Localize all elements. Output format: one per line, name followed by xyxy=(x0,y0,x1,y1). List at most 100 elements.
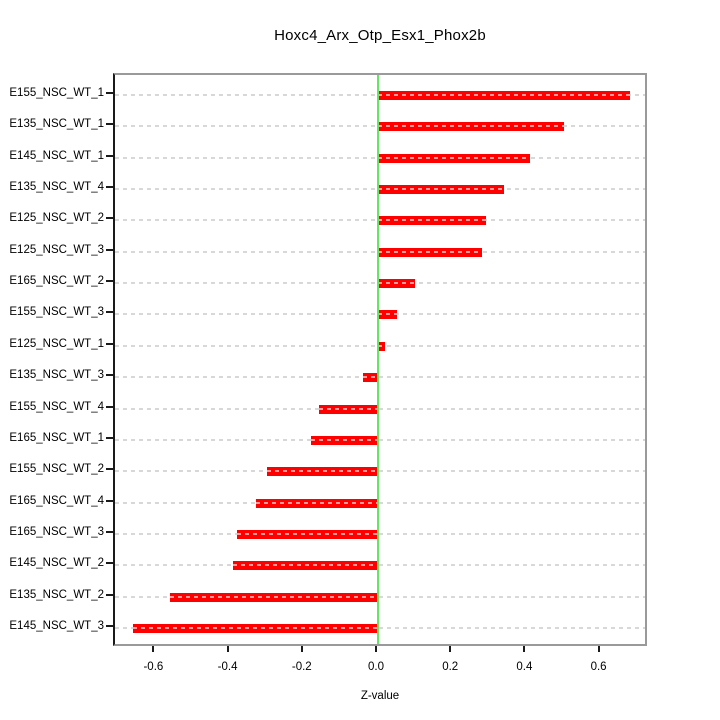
zero-line xyxy=(377,75,379,644)
bar-inner-dash xyxy=(170,595,378,598)
bar-inner-dash xyxy=(378,250,482,253)
x-tick-label: 0.6 xyxy=(590,661,607,673)
y-axis-label: E145_NSC_WT_2 xyxy=(9,557,104,570)
x-axis-title: Z-value xyxy=(360,690,400,702)
bar-inner-dash xyxy=(255,501,378,504)
bar xyxy=(378,185,505,195)
bar xyxy=(170,592,378,602)
bar-inner-dash xyxy=(378,344,386,347)
bar-inner-dash xyxy=(311,438,378,441)
grid-line xyxy=(115,407,645,410)
grid-line xyxy=(115,564,645,567)
y-tick xyxy=(106,436,113,439)
bar xyxy=(378,216,486,226)
y-axis-label: E125_NSC_WT_1 xyxy=(9,337,104,350)
y-axis-label: E165_NSC_WT_4 xyxy=(9,494,104,507)
y-tick xyxy=(106,123,113,126)
bar xyxy=(378,279,416,289)
bar xyxy=(133,623,378,633)
bar-inner-dash xyxy=(378,282,416,285)
y-axis-label: E155_NSC_WT_3 xyxy=(9,306,104,319)
y-tick xyxy=(106,468,113,471)
bar xyxy=(378,341,386,351)
bar-inner-dash xyxy=(266,470,378,473)
y-tick xyxy=(106,217,113,220)
y-tick xyxy=(106,186,113,189)
y-axis-label: E135_NSC_WT_3 xyxy=(9,369,104,382)
y-axis-label: E135_NSC_WT_1 xyxy=(9,118,104,131)
y-axis-label: E165_NSC_WT_3 xyxy=(9,525,104,538)
y-tick xyxy=(106,405,113,408)
y-axis-label: E145_NSC_WT_1 xyxy=(9,149,104,162)
x-tick-label: 0.0 xyxy=(368,661,384,673)
bar-inner-dash xyxy=(378,94,631,96)
grid-line xyxy=(115,532,645,535)
y-tick xyxy=(106,562,113,565)
bar-inner-dash xyxy=(378,125,564,128)
y-axis-label: E155_NSC_WT_4 xyxy=(9,400,104,413)
bar xyxy=(378,91,631,100)
y-axis-label: E135_NSC_WT_2 xyxy=(9,588,104,601)
y-axis-label: E135_NSC_WT_4 xyxy=(9,181,104,194)
y-tick xyxy=(106,593,113,596)
x-tick-label: -0.6 xyxy=(143,661,164,673)
bar xyxy=(378,247,482,257)
bar xyxy=(318,404,378,414)
y-axis-label: E155_NSC_WT_1 xyxy=(9,87,104,99)
y-tick xyxy=(106,342,113,345)
y-tick xyxy=(106,374,113,377)
x-tick-label: 0.2 xyxy=(442,661,459,673)
y-tick xyxy=(106,280,113,283)
bar-inner-dash xyxy=(378,188,505,191)
x-tick xyxy=(152,646,155,652)
bar xyxy=(378,153,531,163)
y-axis-label: E155_NSC_WT_2 xyxy=(9,463,104,476)
bar xyxy=(378,310,397,320)
bar xyxy=(237,529,378,539)
bar-inner-dash xyxy=(378,219,486,222)
x-tick-label: -0.2 xyxy=(291,661,312,673)
bar xyxy=(378,122,564,132)
grid-line xyxy=(115,376,645,379)
y-tick xyxy=(106,248,113,251)
y-axis-label: E145_NSC_WT_3 xyxy=(9,619,104,632)
y-tick xyxy=(106,624,113,627)
bar-inner-dash xyxy=(237,532,378,535)
bar-inner-dash xyxy=(363,376,378,379)
x-tick xyxy=(449,646,452,652)
bar-inner-dash xyxy=(233,564,378,567)
chart-title: Hoxc4_Arx_Otp_Esx1_Phox2b xyxy=(274,27,486,44)
bar xyxy=(255,498,378,508)
y-tick xyxy=(106,92,113,94)
grid-line xyxy=(115,626,645,629)
y-axis-label: E165_NSC_WT_2 xyxy=(9,275,104,288)
x-tick xyxy=(226,646,229,652)
x-tick xyxy=(523,646,526,652)
bar xyxy=(233,561,378,571)
x-tick-label: 0.4 xyxy=(516,661,533,673)
grid-line xyxy=(115,470,645,473)
grid-line xyxy=(115,501,645,504)
x-tick xyxy=(375,646,377,652)
bar xyxy=(311,435,378,445)
x-tick xyxy=(597,646,600,652)
y-axis-label: E125_NSC_WT_3 xyxy=(9,243,104,256)
grid-line xyxy=(115,595,645,598)
y-axis-label: E165_NSC_WT_1 xyxy=(9,431,104,444)
y-axis-label: E125_NSC_WT_2 xyxy=(9,212,104,225)
grid-line xyxy=(115,438,645,441)
y-tick xyxy=(106,530,113,533)
bar xyxy=(363,373,378,383)
y-tick xyxy=(106,499,113,502)
plot-area xyxy=(113,73,647,646)
bar-inner-dash xyxy=(318,407,378,410)
bar-inner-dash xyxy=(378,313,397,316)
x-tick xyxy=(300,646,303,652)
bar-inner-dash xyxy=(378,156,531,159)
y-tick xyxy=(106,154,113,157)
bar xyxy=(266,467,378,477)
x-tick-label: -0.4 xyxy=(217,661,238,673)
y-tick xyxy=(106,311,113,314)
bar-inner-dash xyxy=(133,626,378,629)
